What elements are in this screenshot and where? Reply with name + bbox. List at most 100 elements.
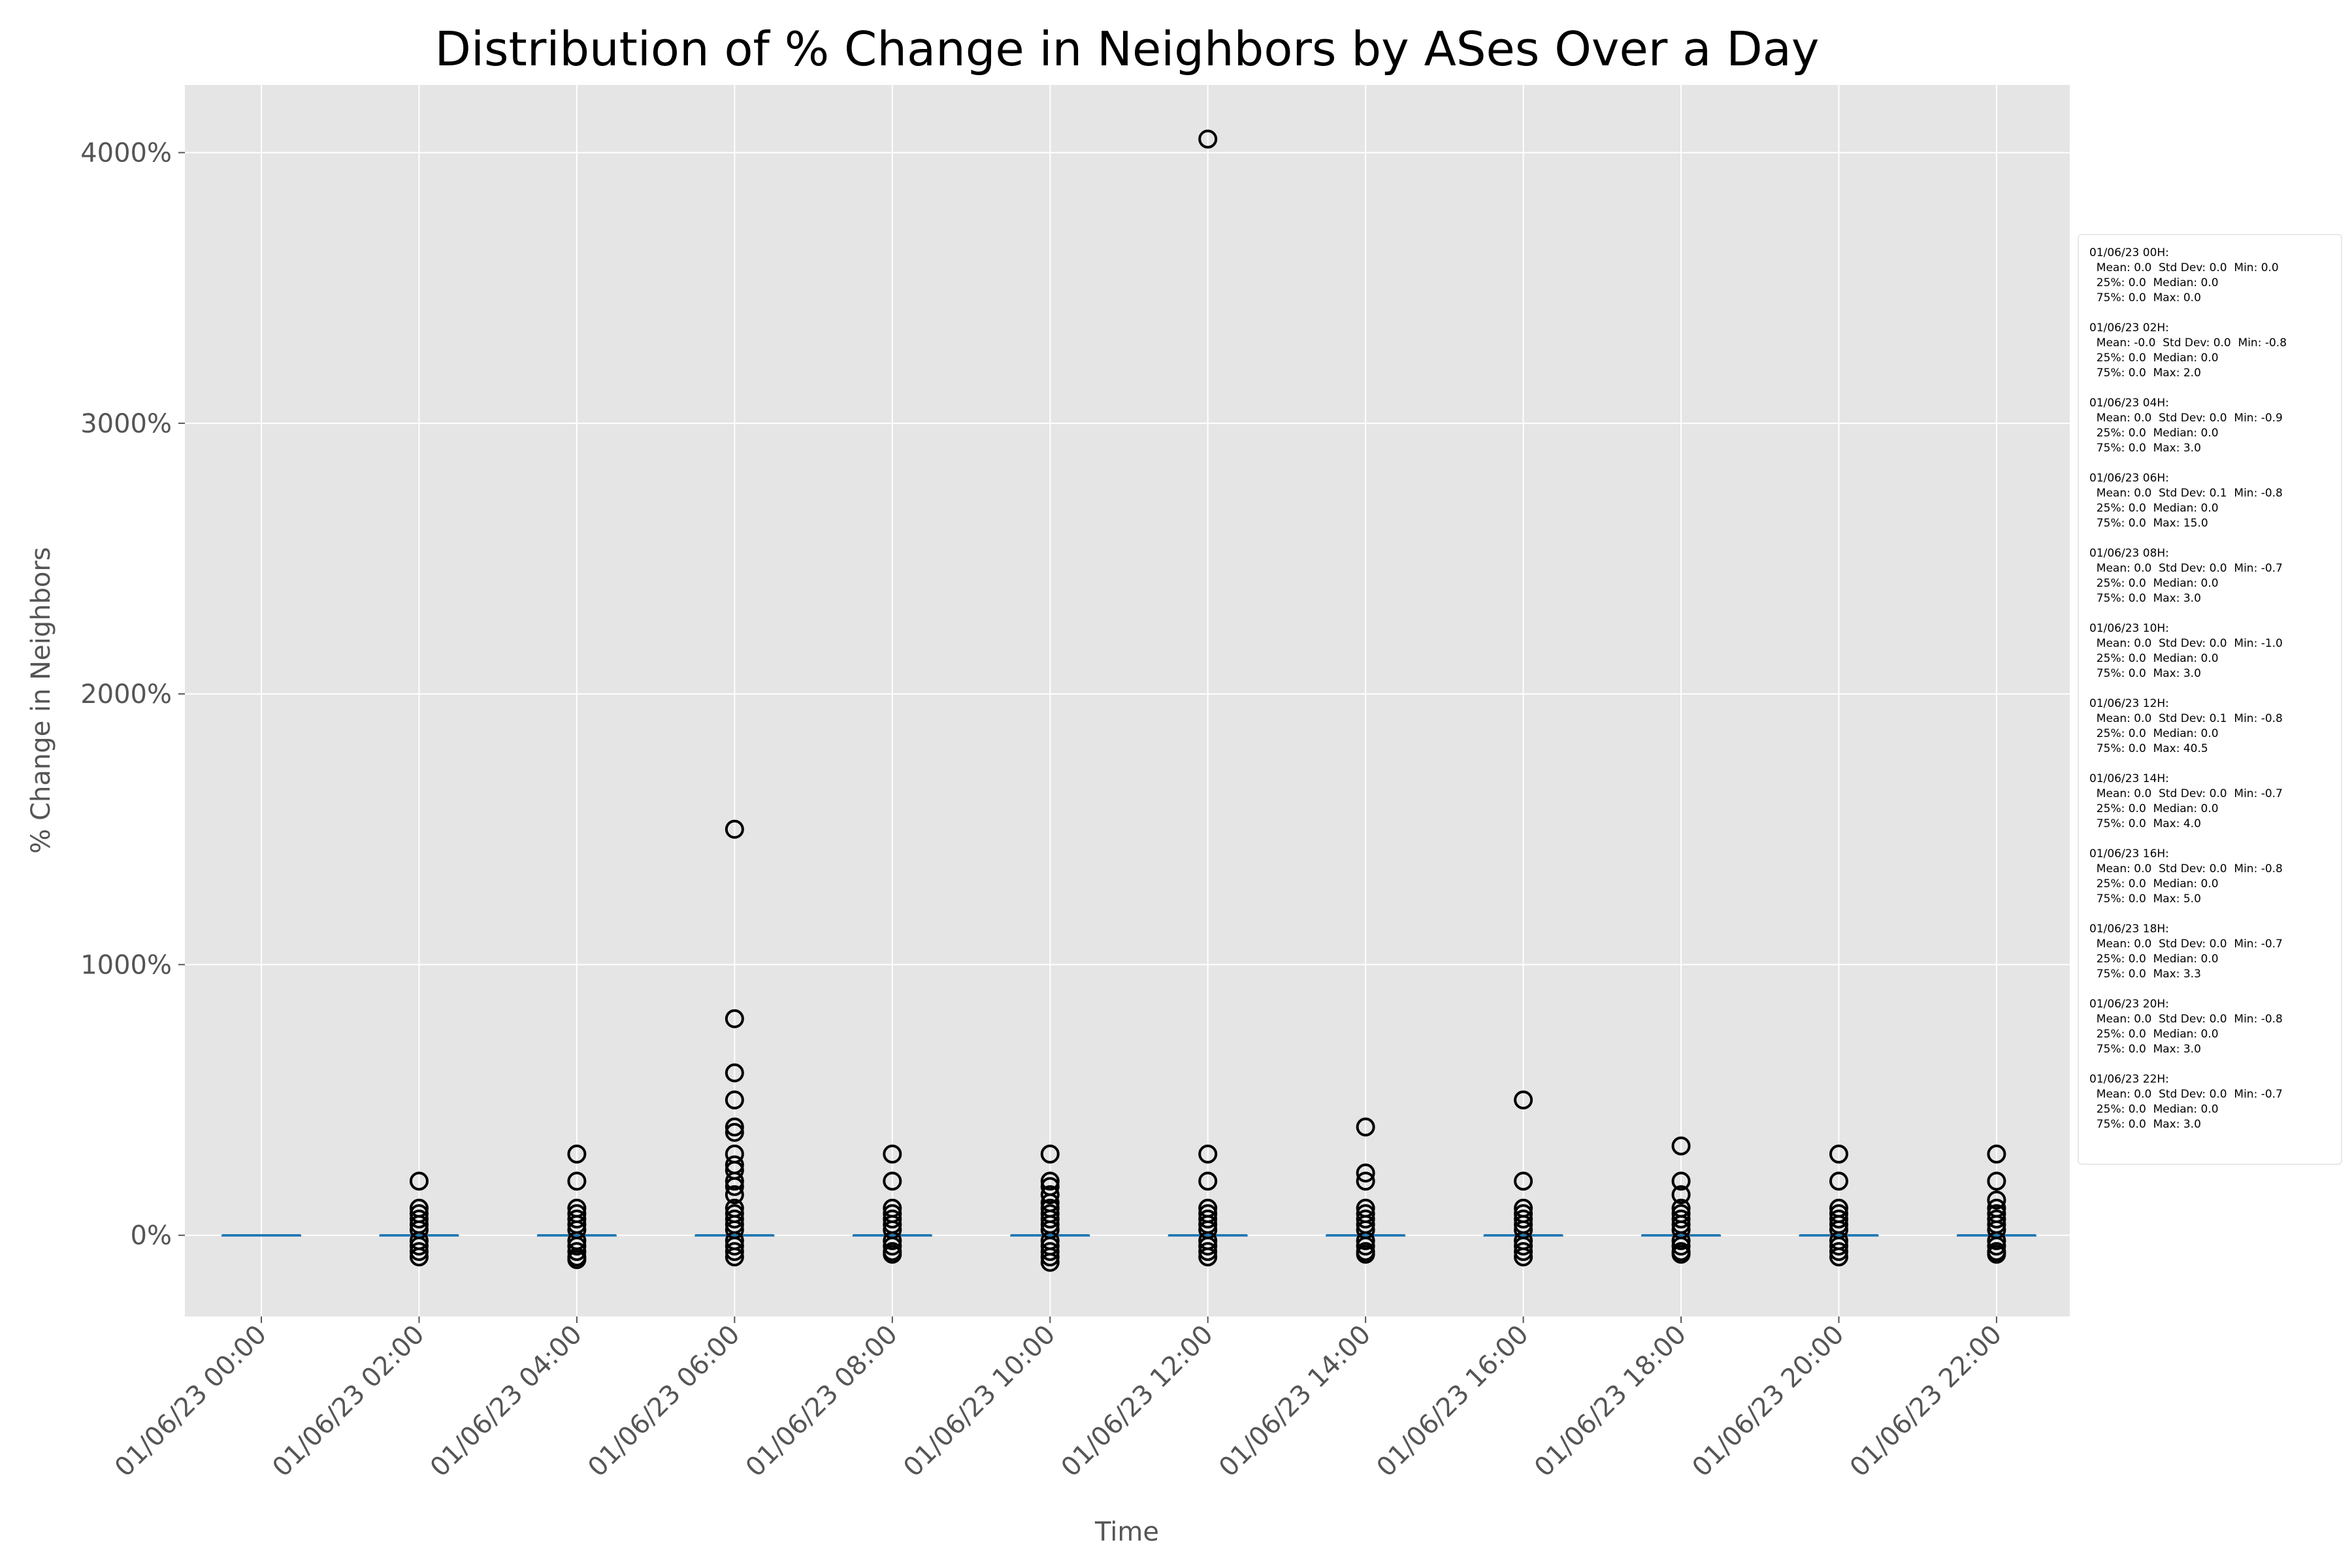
outlier-point <box>1829 1236 1848 1256</box>
outlier-point <box>1198 1171 1218 1191</box>
y-tick-label: 3000% <box>80 409 172 439</box>
outlier-point <box>1198 1209 1218 1229</box>
outlier-point <box>409 1242 429 1262</box>
outlier-point <box>1671 1231 1691 1250</box>
stat-line-line3: 75%: 0.0 Max: 4.0 <box>2089 817 2201 830</box>
stat-entry: 01/06/23 06H: Mean: 0.0 Std Dev: 0.1 Min… <box>2089 471 2341 531</box>
outlier-point <box>1987 1190 2006 1210</box>
outlier-point <box>1671 1171 1691 1191</box>
outlier-point <box>1987 1245 2006 1264</box>
x-tick-label: 01/06/23 08:00 <box>740 1320 904 1483</box>
outlier-point <box>1671 1245 1691 1264</box>
x-tick-label: 01/06/23 22:00 <box>1844 1320 2008 1483</box>
stat-entry: 01/06/23 22H: Mean: 0.0 Std Dev: 0.0 Min… <box>2089 1072 2341 1132</box>
outlier-point <box>883 1231 902 1250</box>
plot-area <box>185 85 2070 1316</box>
stat-line-header: 01/06/23 20H: <box>2089 998 2169 1011</box>
outlier-point <box>567 1250 587 1269</box>
stat-entry: 01/06/23 04H: Mean: 0.0 Std Dev: 0.0 Min… <box>2089 396 2341 456</box>
outlier-point <box>409 1171 429 1191</box>
outlier-point <box>1040 1209 1060 1229</box>
stat-line-line1: Mean: -0.0 Std Dev: 0.0 Min: -0.8 <box>2089 336 2287 350</box>
outlier-point <box>567 1209 587 1229</box>
stat-line-line3: 75%: 0.0 Max: 3.0 <box>2089 667 2201 680</box>
stats-legend: 01/06/23 00H: Mean: 0.0 Std Dev: 0.0 Min… <box>2078 234 2342 1165</box>
outlier-point <box>725 1009 744 1028</box>
stat-line-line1: Mean: 0.0 Std Dev: 0.0 Min: -0.9 <box>2089 412 2283 425</box>
stat-line-line2: 25%: 0.0 Median: 0.0 <box>2089 652 2219 665</box>
outlier-point <box>1987 1144 2006 1164</box>
outlier-point <box>1040 1171 1060 1191</box>
stat-line-header: 01/06/23 12H: <box>2089 697 2169 710</box>
x-tick-label: 01/06/23 14:00 <box>1213 1320 1377 1483</box>
stat-line-line3: 75%: 0.0 Max: 3.0 <box>2089 1043 2201 1056</box>
outlier-point <box>1514 1242 1533 1262</box>
stat-line-header: 01/06/23 02H: <box>2089 321 2169 335</box>
stat-line-header: 01/06/23 18H: <box>2089 923 2169 936</box>
outlier-point <box>1356 1163 1375 1183</box>
outlier-point <box>567 1236 587 1256</box>
outlier-point <box>883 1236 902 1256</box>
stat-line-line3: 75%: 0.0 Max: 3.0 <box>2089 592 2201 605</box>
grid-lines <box>185 85 2070 1316</box>
y-tick-label: 2000% <box>80 679 172 710</box>
outlier-point <box>725 1171 744 1191</box>
outlier-point <box>725 1236 744 1256</box>
outlier-point <box>1040 1247 1060 1267</box>
x-tick-label: 01/06/23 10:00 <box>898 1320 1061 1483</box>
chart-title: Distribution of % Change in Neighbors by… <box>435 22 1820 76</box>
stat-line-header: 01/06/23 22H: <box>2089 1073 2169 1086</box>
outlier-point <box>1040 1144 1060 1164</box>
stat-entry: 01/06/23 02H: Mean: -0.0 Std Dev: 0.0 Mi… <box>2089 321 2341 381</box>
outlier-point <box>1514 1090 1533 1110</box>
outlier-point <box>567 1144 587 1164</box>
x-tick-label: 01/06/23 00:00 <box>109 1320 272 1483</box>
stat-entry: 01/06/23 20H: Mean: 0.0 Std Dev: 0.0 Min… <box>2089 997 2341 1057</box>
outlier-point <box>1198 1236 1218 1256</box>
outlier-point <box>1040 1242 1060 1262</box>
stat-line-line2: 25%: 0.0 Median: 0.0 <box>2089 953 2219 966</box>
stat-line-line3: 75%: 0.0 Max: 3.3 <box>2089 968 2201 981</box>
outlier-point <box>1671 1209 1691 1229</box>
y-tick-label: 0% <box>131 1221 172 1251</box>
stat-line-line1: Mean: 0.0 Std Dev: 0.0 Min: -0.7 <box>2089 787 2283 800</box>
outlier-point <box>1514 1236 1533 1256</box>
outlier-point <box>1987 1231 2006 1250</box>
stat-line-header: 01/06/23 10H: <box>2089 622 2169 635</box>
stat-line-line2: 25%: 0.0 Median: 0.0 <box>2089 276 2219 289</box>
outlier-point <box>1356 1236 1375 1256</box>
stat-line-header: 01/06/23 04H: <box>2089 397 2169 410</box>
stat-line-header: 01/06/23 06H: <box>2089 472 2169 485</box>
stat-line-line1: Mean: 0.0 Std Dev: 0.0 Min: 0.0 <box>2089 261 2279 274</box>
stat-line-line3: 75%: 0.0 Max: 2.0 <box>2089 367 2201 380</box>
outlier-point <box>1671 1236 1691 1256</box>
stat-line-line1: Mean: 0.0 Std Dev: 0.0 Min: -0.7 <box>2089 1088 2283 1101</box>
outlier-point <box>1829 1247 1848 1267</box>
outlier-point <box>1356 1171 1375 1191</box>
outlier-point <box>725 1185 744 1205</box>
stat-line-line2: 25%: 0.0 Median: 0.0 <box>2089 427 2219 440</box>
outlier-point <box>725 1247 744 1267</box>
outlier-point <box>409 1236 429 1256</box>
stat-line-line2: 25%: 0.0 Median: 0.0 <box>2089 802 2219 815</box>
x-tick-label: 01/06/23 02:00 <box>267 1320 430 1483</box>
stat-line-line1: Mean: 0.0 Std Dev: 0.1 Min: -0.8 <box>2089 712 2283 725</box>
outlier-point <box>725 819 744 839</box>
outlier-point <box>567 1171 587 1191</box>
stat-line-header: 01/06/23 08H: <box>2089 547 2169 560</box>
outlier-point <box>1514 1209 1533 1229</box>
outlier-point <box>1829 1242 1848 1262</box>
stat-line-line3: 75%: 0.0 Max: 40.5 <box>2089 742 2208 755</box>
stat-entry: 01/06/23 12H: Mean: 0.0 Std Dev: 0.1 Min… <box>2089 696 2341 757</box>
outlier-point <box>567 1242 587 1262</box>
outlier-point <box>883 1144 902 1164</box>
x-tick-label: 01/06/23 06:00 <box>582 1320 745 1483</box>
stat-entry: 01/06/23 16H: Mean: 0.0 Std Dev: 0.0 Min… <box>2089 847 2341 907</box>
outlier-point <box>1829 1144 1848 1164</box>
x-tick-label: 01/06/23 04:00 <box>425 1320 588 1483</box>
outlier-point <box>725 1117 744 1137</box>
outlier-point <box>1198 1242 1218 1262</box>
stat-line-line1: Mean: 0.0 Std Dev: 0.0 Min: -0.8 <box>2089 1013 2283 1026</box>
x-tick-label: 01/06/23 20:00 <box>1687 1320 1850 1483</box>
